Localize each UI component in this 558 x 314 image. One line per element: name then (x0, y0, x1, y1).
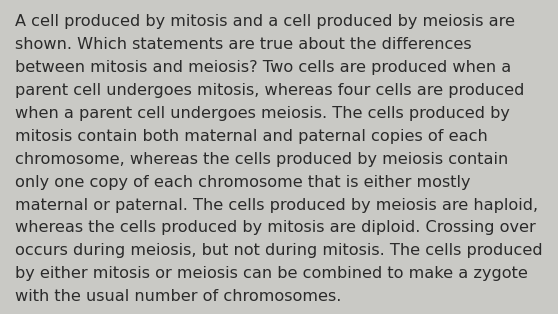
Text: parent cell undergoes mitosis, whereas four cells are produced: parent cell undergoes mitosis, whereas f… (15, 83, 525, 98)
Text: with the usual number of chromosomes.: with the usual number of chromosomes. (15, 289, 341, 304)
Text: between mitosis and meiosis? Two cells are produced when a: between mitosis and meiosis? Two cells a… (15, 60, 511, 75)
Text: occurs during meiosis, but not during mitosis. The cells produced: occurs during meiosis, but not during mi… (15, 243, 543, 258)
Text: shown. Which statements are true about the differences: shown. Which statements are true about t… (15, 37, 472, 52)
Text: only one copy of each chromosome that is either mostly: only one copy of each chromosome that is… (15, 175, 470, 190)
Text: mitosis contain both maternal and paternal copies of each: mitosis contain both maternal and patern… (15, 129, 488, 144)
Text: A cell produced by mitosis and a cell produced by meiosis are: A cell produced by mitosis and a cell pr… (15, 14, 515, 29)
Text: chromosome, whereas the cells produced by meiosis contain: chromosome, whereas the cells produced b… (15, 152, 508, 167)
Text: maternal or paternal. The cells produced by meiosis are haploid,: maternal or paternal. The cells produced… (15, 198, 538, 213)
Text: whereas the cells produced by mitosis are diploid. Crossing over: whereas the cells produced by mitosis ar… (15, 220, 536, 236)
Text: when a parent cell undergoes meiosis. The cells produced by: when a parent cell undergoes meiosis. Th… (15, 106, 510, 121)
Text: by either mitosis or meiosis can be combined to make a zygote: by either mitosis or meiosis can be comb… (15, 266, 528, 281)
